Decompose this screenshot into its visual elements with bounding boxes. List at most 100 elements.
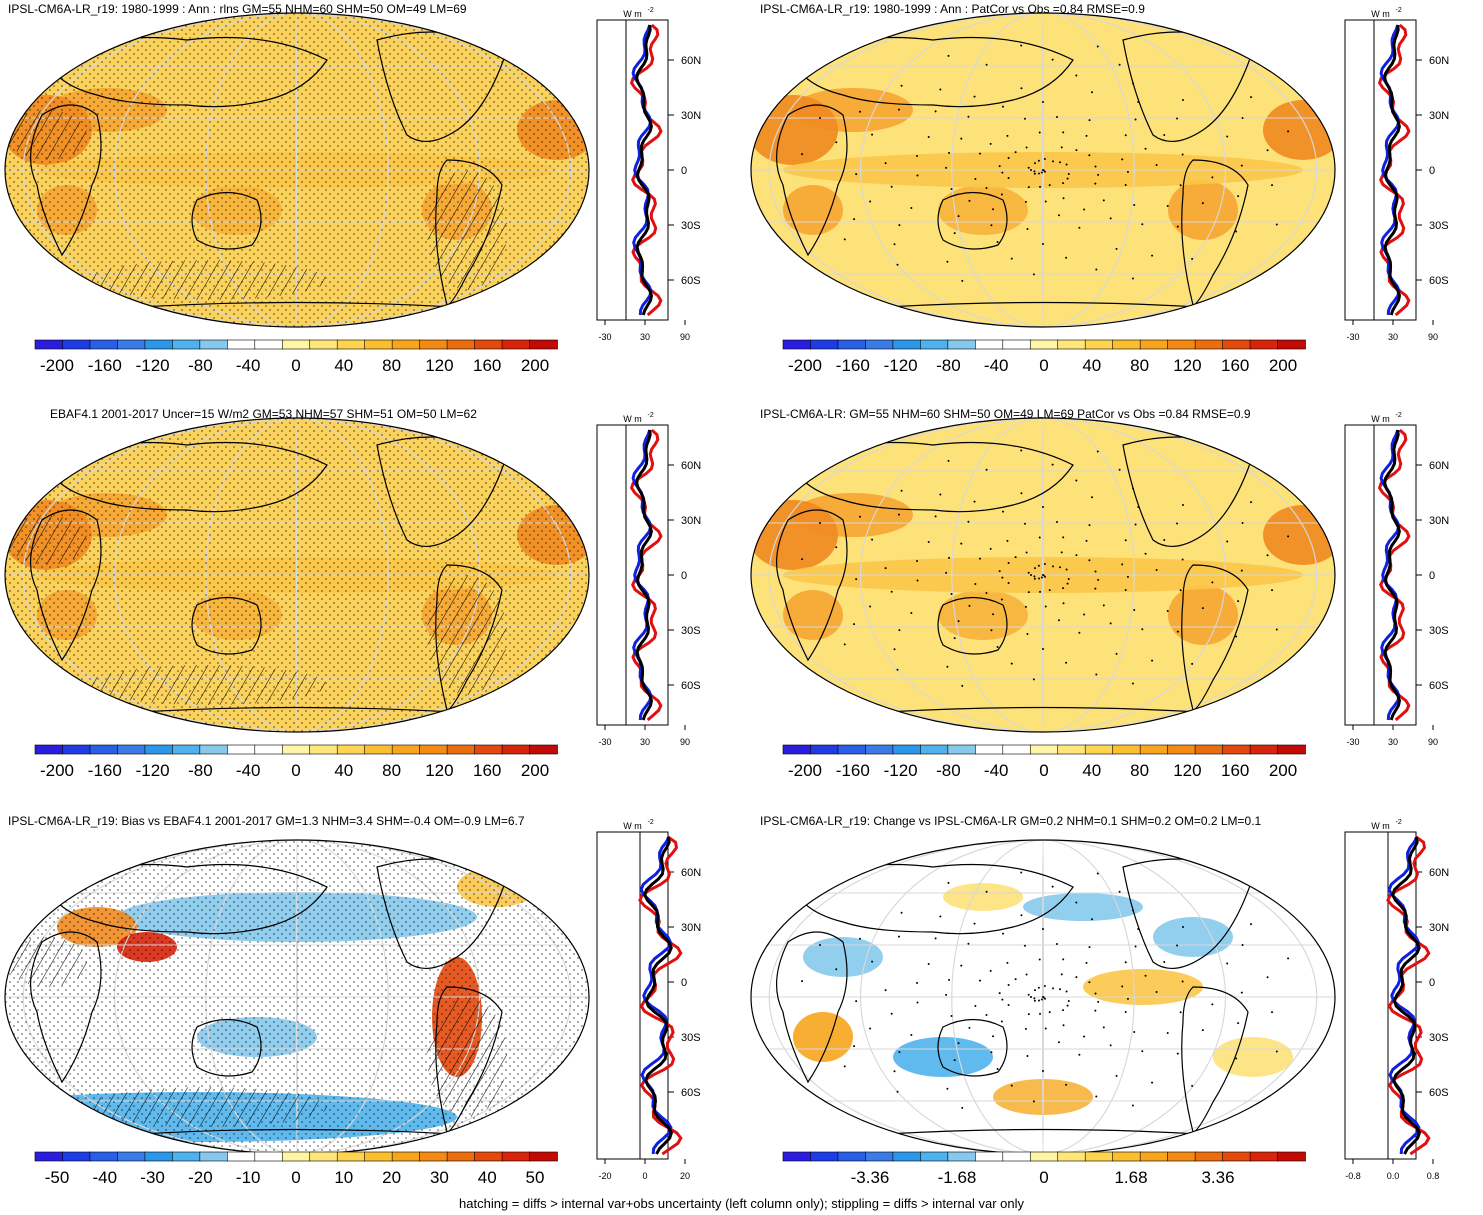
colorbar-label: 40 bbox=[478, 1168, 497, 1187]
colorbar-label: -200 bbox=[788, 761, 822, 780]
colorbar-swatch bbox=[281, 744, 311, 755]
profile-lat-tick: 60N bbox=[1429, 460, 1449, 472]
panel-graphics: -200 -160 -120 -80 -40 0 40 80 120 160 200 W m -2 60N… bbox=[4, 412, 701, 780]
colorbar-label: -200 bbox=[40, 761, 74, 780]
profile-lat-tick: 30S bbox=[1429, 1032, 1449, 1044]
colorbar-label: 0 bbox=[1039, 1168, 1048, 1187]
colorbar-swatch bbox=[254, 744, 284, 755]
colorbar-swatch bbox=[1139, 1151, 1169, 1162]
panel-title: EBAF4.1 2001-2017 Uncer=15 W/m2 GM=53 NH… bbox=[50, 407, 477, 421]
colorbar-label: -40 bbox=[236, 356, 261, 375]
panel-title: IPSL-CM6A-LR: GM=55 NHM=60 SHM=50 OM=49 … bbox=[760, 407, 1251, 421]
colorbar-swatch bbox=[144, 1151, 174, 1162]
colorbar: -200 -160 -120 -80 -40 0 40 80 120 160 200 bbox=[34, 339, 558, 375]
colorbar-label: 200 bbox=[1269, 761, 1297, 780]
colorbar-swatch bbox=[501, 744, 531, 755]
colorbar-swatch bbox=[474, 744, 503, 755]
colorbar-swatch bbox=[281, 1151, 311, 1162]
map-field bbox=[751, 418, 1335, 732]
colorbar-label: 0 bbox=[291, 761, 300, 780]
colorbar-swatch bbox=[254, 1151, 284, 1162]
profile-units-sup: -2 bbox=[1396, 819, 1402, 826]
panel-graphics: -200 -160 -120 -80 -40 0 40 80 120 160 200 W m -2 60N… bbox=[750, 412, 1449, 780]
profile-units-label: W m bbox=[623, 414, 642, 424]
zonal-profile: W m -2 60N 30N 0 30S 60S -0.8 0.0 0.8 bbox=[1344, 819, 1449, 1181]
profile-curve bbox=[1383, 429, 1402, 721]
panel-title: IPSL-CM6A-LR_r19: Change vs IPSL-CM6A-LR… bbox=[760, 814, 1262, 828]
profile-curve bbox=[631, 429, 653, 721]
colorbar-swatch bbox=[309, 744, 339, 755]
colorbar-label: 50 bbox=[526, 1168, 545, 1187]
colorbar-swatch bbox=[227, 339, 256, 350]
profile-units-sup: -2 bbox=[1396, 7, 1402, 14]
colorbar-swatch bbox=[62, 744, 91, 755]
colorbar-swatch bbox=[1112, 744, 1141, 755]
profile-curve bbox=[1379, 24, 1401, 316]
colorbar-label: -40 bbox=[236, 761, 261, 780]
colorbar-swatch bbox=[1112, 339, 1141, 350]
colorbar-label: 80 bbox=[382, 356, 401, 375]
colorbar-swatch bbox=[837, 339, 867, 350]
colorbar-swatch bbox=[920, 1151, 949, 1162]
colorbar-swatch bbox=[391, 339, 421, 350]
colorbar-label: -80 bbox=[188, 356, 213, 375]
colorbar-swatch bbox=[254, 339, 284, 350]
colorbar-swatch bbox=[1057, 744, 1087, 755]
colorbar-swatch bbox=[810, 1151, 839, 1162]
colorbar-swatch bbox=[117, 744, 146, 755]
profile-lat-tick: 0 bbox=[681, 165, 687, 177]
panel-map-change: IPSL-CM6A-LR_r19: Change vs IPSL-CM6A-LR… bbox=[748, 812, 1483, 1202]
colorbar-swatch bbox=[34, 339, 64, 350]
panel-map-ebaf: EBAF4.1 2001-2017 Uncer=15 W/m2 GM=53 NH… bbox=[0, 405, 740, 805]
colorbar-label: -40 bbox=[93, 1168, 118, 1187]
colorbar-label: -80 bbox=[936, 356, 961, 375]
colorbar-swatch bbox=[364, 744, 393, 755]
colorbar-label: -200 bbox=[788, 356, 822, 375]
colorbar-swatch bbox=[172, 744, 201, 755]
panel-title: IPSL-CM6A-LR_r19: 1980-1999 : Ann : rlns… bbox=[8, 2, 467, 16]
colorbar-label: 160 bbox=[473, 356, 501, 375]
profile-x-tick: 90 bbox=[1428, 737, 1438, 747]
colorbar-swatch bbox=[1029, 744, 1059, 755]
colorbar-swatch bbox=[1002, 1151, 1032, 1162]
colorbar-swatch bbox=[1112, 1151, 1141, 1162]
map-field bbox=[5, 13, 589, 327]
colorbar-swatch bbox=[1167, 744, 1196, 755]
colorbar-swatch bbox=[892, 744, 922, 755]
profile-lat-tick: 60S bbox=[1429, 275, 1449, 287]
colorbar-swatch bbox=[865, 339, 894, 350]
colorbar: -200 -160 -120 -80 -40 0 40 80 120 160 200 bbox=[34, 744, 558, 780]
colorbar-label: 200 bbox=[1269, 356, 1297, 375]
panel-map-r19-clim: IPSL-CM6A-LR_r19: 1980-1999 : Ann : rlns… bbox=[0, 0, 740, 400]
colorbar-swatch bbox=[529, 339, 558, 350]
colorbar-swatch bbox=[1277, 339, 1306, 350]
colorbar-swatch bbox=[1249, 339, 1279, 350]
colorbar-label: 200 bbox=[521, 761, 549, 780]
profile-x-tick: 30 bbox=[640, 332, 650, 342]
profile-x-tick: -30 bbox=[598, 737, 611, 747]
colorbar-swatch bbox=[1167, 339, 1196, 350]
profile-curve bbox=[1391, 836, 1422, 1155]
profile-lat-tick: 60N bbox=[1429, 867, 1449, 879]
colorbar-label: -10 bbox=[236, 1168, 261, 1187]
colorbar-swatch bbox=[810, 339, 839, 350]
profile-x-tick: 90 bbox=[1428, 332, 1438, 342]
colorbar-swatch bbox=[199, 744, 229, 755]
colorbar-swatch bbox=[947, 339, 977, 350]
colorbar-label: 30 bbox=[430, 1168, 449, 1187]
profile-lat-tick: 60S bbox=[1429, 1087, 1449, 1099]
profile-curve bbox=[1383, 24, 1402, 316]
profile-x-tick: 0 bbox=[642, 1171, 647, 1181]
profile-units-label: W m bbox=[1371, 9, 1390, 19]
profile-lat-tick: 30S bbox=[1429, 220, 1449, 232]
colorbar-label: -3.36 bbox=[851, 1168, 890, 1187]
colorbar-label: 120 bbox=[1173, 356, 1201, 375]
colorbar-swatch bbox=[1222, 744, 1251, 755]
colorbar-swatch bbox=[947, 1151, 977, 1162]
colorbar-swatch bbox=[892, 1151, 922, 1162]
profile-lat-tick: 30N bbox=[1429, 110, 1449, 122]
zonal-profile: W m -2 60N 30N 0 30S 60S -30 30 90 bbox=[1344, 7, 1449, 342]
colorbar-label: 120 bbox=[425, 761, 453, 780]
colorbar-swatch bbox=[1249, 744, 1279, 755]
colorbar: -200 -160 -120 -80 -40 0 40 80 120 160 200 bbox=[782, 339, 1306, 375]
